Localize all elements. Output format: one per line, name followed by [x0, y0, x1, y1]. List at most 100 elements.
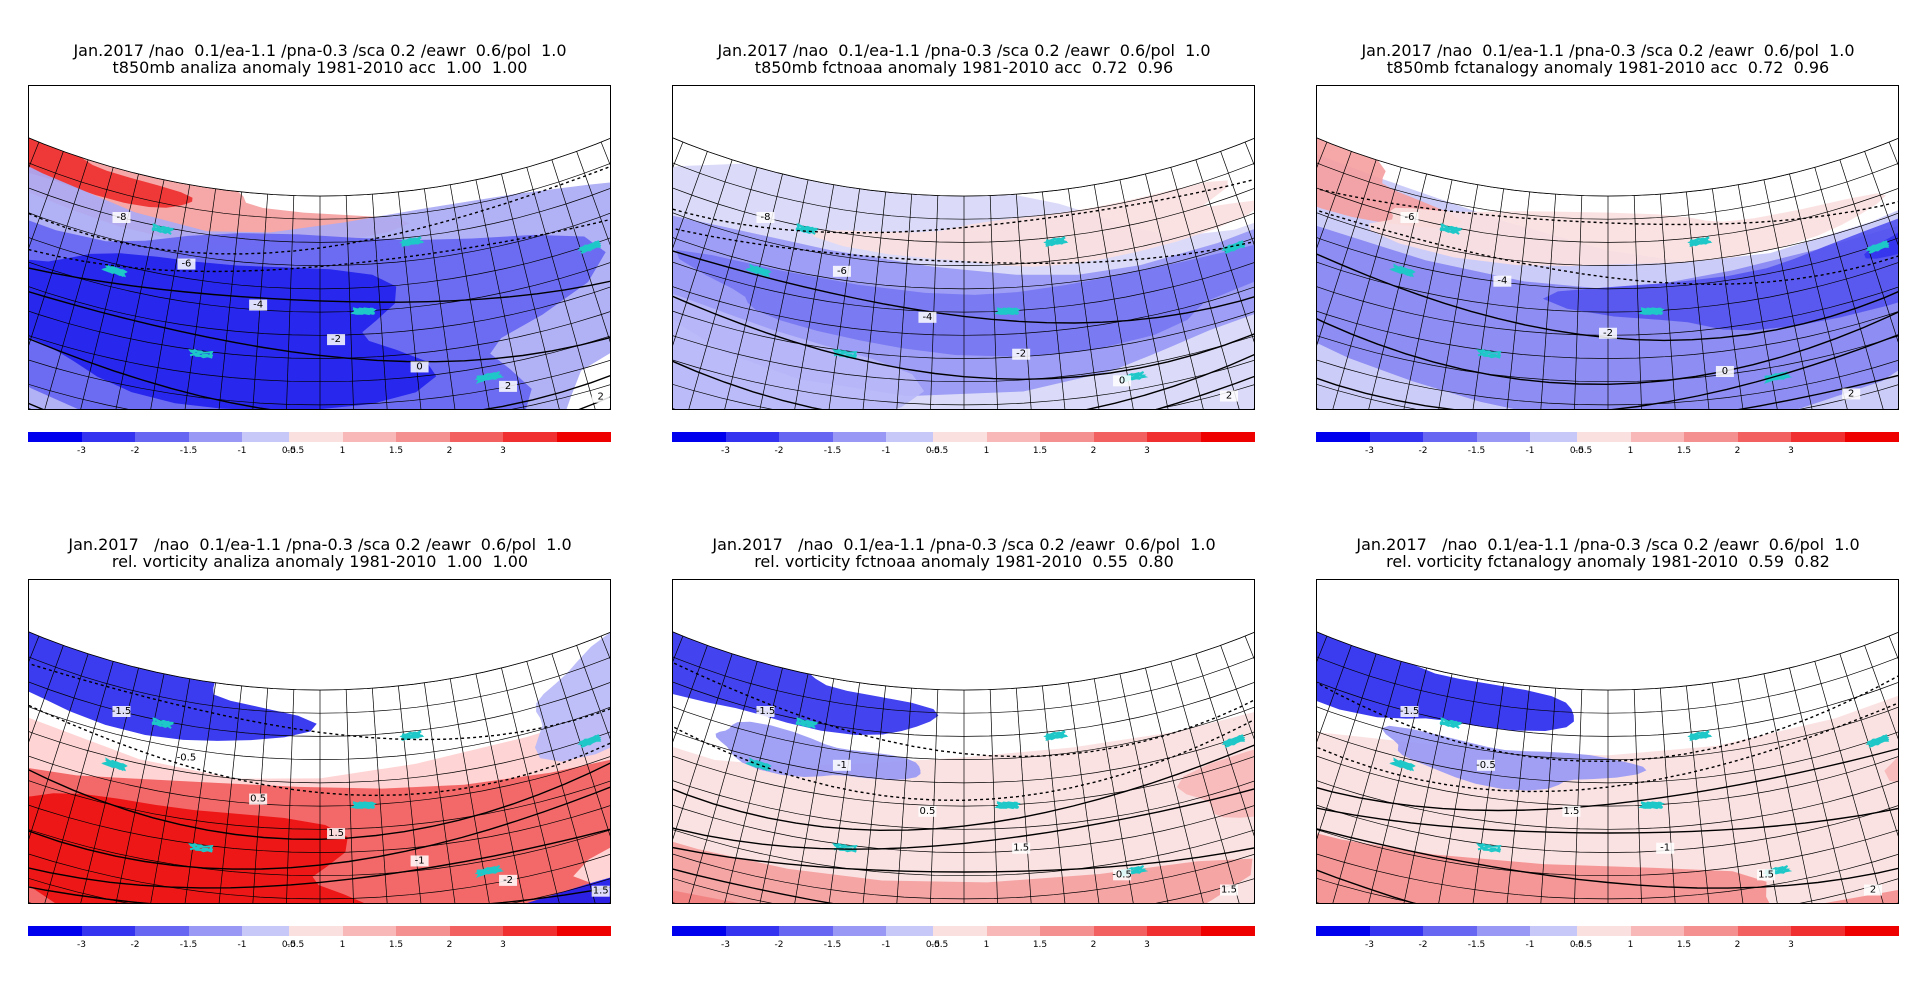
- colorbar-tick-label: -0.5: [930, 940, 949, 950]
- contour-label: 1.5: [328, 828, 344, 839]
- colorbar-tick-label: 1: [1627, 940, 1634, 950]
- panel-title-line1: Jan.2017 /nao 0.1/ea-1.1 /pna-0.3 /sca 0…: [73, 41, 567, 60]
- colorbar-tick-label: -2: [1418, 940, 1428, 950]
- colorbar-swatch-positive: [1577, 432, 1631, 442]
- contour-label: -8: [760, 212, 770, 223]
- colorbar-swatch-negative: [28, 432, 82, 442]
- panel-title-line1: Jan.2017 /nao 0.1/ea-1.1 /pna-0.3 /sca 0…: [1356, 535, 1860, 554]
- colorbar-swatch-positive: [503, 926, 557, 936]
- map-projection: -6-4-2024: [1317, 86, 1898, 409]
- contour-lines: [673, 580, 1254, 903]
- colorbar-tick-label: -0.5: [286, 446, 305, 456]
- contour-label: 0.5: [250, 794, 266, 805]
- map-panel-vort-fctanalogy: Jan.2017 /nao 0.1/ea-1.1 /pna-0.3 /sca 0…: [1288, 494, 1920, 950]
- map-projection: -8-6-4-2024: [673, 86, 1254, 409]
- colorbar-swatch-negative: [832, 432, 887, 442]
- colorbar-tick-label: 2: [446, 940, 453, 950]
- colorbar-swatch-positive: [289, 926, 343, 936]
- contour-label: -1: [837, 760, 847, 771]
- map-panel-vort-fctnoaa: Jan.2017 /nao 0.1/ea-1.1 /pna-0.3 /sca 0…: [644, 494, 1284, 950]
- contour-label: -2: [331, 334, 341, 345]
- map-outline: [673, 137, 1254, 197]
- colorbar-swatch-positive: [1630, 432, 1685, 442]
- colorbar-swatch-negative: [1316, 432, 1370, 442]
- colorbar-swatch-positive: [289, 432, 343, 442]
- colorbar-tick-label: -2: [130, 940, 140, 950]
- contour-label: -1: [1660, 843, 1670, 854]
- colorbar-tick-label: 3: [500, 446, 506, 456]
- colorbar-swatch-negative: [1530, 926, 1584, 936]
- colorbar-swatch-negative: [832, 926, 887, 936]
- colorbar-swatch-positive: [1791, 926, 1845, 936]
- colorbar-tick-label: 1.5: [1032, 940, 1048, 950]
- colorbar-swatch-negative: [135, 432, 189, 442]
- colorbar-tick-label: -1: [237, 940, 247, 950]
- colorbar-tick-label: -3: [1365, 940, 1374, 950]
- contour-label: 2: [1870, 885, 1876, 896]
- colorbar-tick-label: 0.5: [1569, 940, 1585, 950]
- colorbar-tick-label: -1.5: [179, 446, 198, 456]
- anomaly-shading: [29, 234, 437, 409]
- colorbar-swatch-positive: [1093, 432, 1148, 442]
- colorbar-swatch-positive: [1791, 432, 1845, 442]
- colorbar-swatch-positive: [1093, 926, 1148, 936]
- coastlines: [101, 717, 602, 878]
- colorbar-tick-label: 1.5: [1676, 940, 1692, 950]
- map-panel-t850-analiza: Jan.2017 /nao 0.1/ea-1.1 /pna-0.3 /sca 0…: [0, 0, 640, 456]
- colorbar-swatch-negative: [779, 926, 833, 936]
- contour-label: 2: [1848, 388, 1854, 399]
- panel-title-line1: Jan.2017 /nao 0.1/ea-1.1 /pna-0.3 /sca 0…: [68, 535, 572, 554]
- colorbar-tick-label: -1: [1525, 940, 1535, 950]
- colorbar-swatch-positive: [342, 926, 397, 936]
- contour-label: -4: [253, 300, 263, 311]
- colorbar-tick-label: 2: [1090, 940, 1097, 950]
- anomaly-shading: [29, 601, 610, 903]
- contour-label: -0.5: [177, 753, 197, 764]
- panel-title-line2: rel. vorticity fctnoaa anomaly 1981-2010…: [754, 552, 1174, 571]
- contour-label: -0.5: [1476, 760, 1496, 771]
- colorbar-swatch-positive: [556, 432, 611, 442]
- contour-lines: [29, 88, 610, 409]
- colorbar-swatch-negative: [81, 926, 136, 936]
- panel-title-line2: t850mb fctnoaa anomaly 1981-2010 acc 0.7…: [754, 58, 1174, 77]
- colorbar-tick-label: 1: [339, 446, 346, 456]
- colorbar-tick-label: -3: [77, 940, 86, 950]
- colorbar-tick-label: 0.5: [925, 446, 941, 456]
- contour-label: 0.5: [919, 806, 935, 817]
- lat-lon-grid: [673, 580, 1254, 903]
- colorbar-swatch-negative: [725, 432, 780, 442]
- colorbar-swatch-negative: [1476, 432, 1531, 442]
- colorbar-tick-label: 0.5: [281, 446, 297, 456]
- panel-title-line1: Jan.2017 /nao 0.1/ea-1.1 /pna-0.3 /sca 0…: [717, 41, 1211, 60]
- colorbar-tick-label: 1.5: [1032, 446, 1048, 456]
- anomaly-shading: [673, 618, 939, 735]
- colorbar-tick-label: 2: [1734, 940, 1741, 950]
- colorbar-tick-label: -1.5: [1467, 446, 1486, 456]
- colorbar-tick-label: 1: [339, 940, 346, 950]
- colorbar-swatch-negative: [28, 926, 82, 936]
- anomaly-shading: [1317, 611, 1574, 731]
- colorbar-swatch-positive: [1147, 432, 1201, 442]
- colorbar-swatch-negative: [1316, 926, 1370, 936]
- colorbar-tick-label: -1: [1525, 446, 1535, 456]
- map-frame: -6-4-2024: [1316, 85, 1899, 410]
- colorbar-swatch-positive: [396, 432, 450, 442]
- contour-label: 0: [1119, 375, 1125, 386]
- colorbar-swatch-positive: [396, 926, 450, 936]
- anomaly-shading: [1317, 613, 1898, 903]
- colorbar-swatch-positive: [556, 926, 611, 936]
- contour-label: 2: [505, 381, 511, 392]
- contour-label: -8: [116, 212, 126, 223]
- colorbar-tick-label: -1.5: [1467, 940, 1486, 950]
- colorbar-tick-label: -1: [237, 446, 247, 456]
- contour-label: -6: [181, 259, 191, 270]
- contour-label: -6: [837, 266, 847, 277]
- contour-label: -6: [1404, 212, 1414, 223]
- lat-lon-grid: [29, 86, 610, 409]
- colorbar-tick-label: 3: [1144, 940, 1150, 950]
- anomaly-shading: [1368, 193, 1886, 267]
- colorbar-tick-label: -0.5: [1574, 446, 1593, 456]
- map-outline: [673, 631, 1254, 691]
- colorbar: -3 -2 -1.5 -1 -0.5 0.5 1 1.5 2 3: [1316, 432, 1899, 462]
- colorbar-swatch-positive: [342, 432, 397, 442]
